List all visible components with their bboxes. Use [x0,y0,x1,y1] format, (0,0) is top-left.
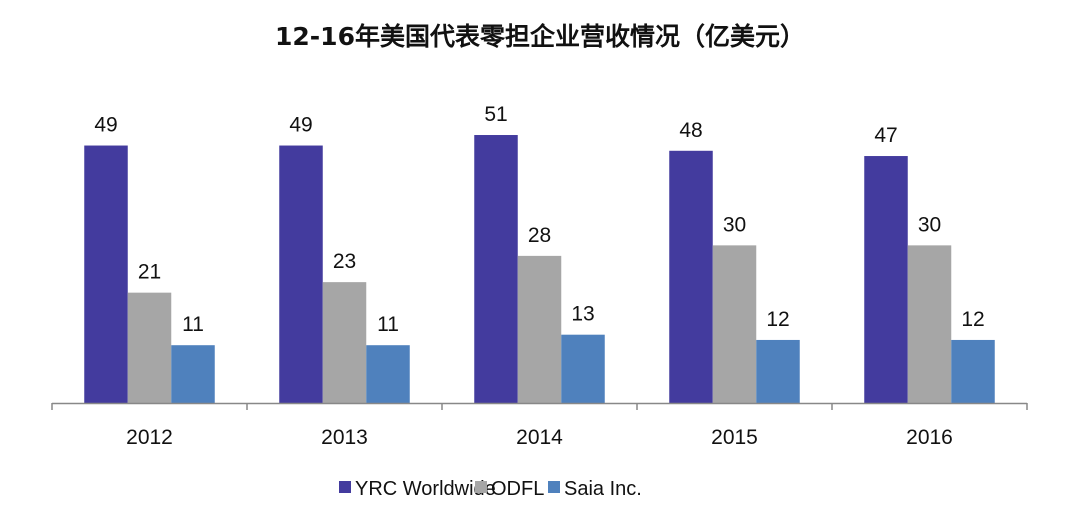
data-label: 28 [528,224,551,247]
chart-title: 12-16年美国代表零担企业营收情况（亿美元） [275,22,805,51]
bar-yrc-worldwide-2012 [84,145,128,403]
legend-label: Saia Inc. [564,478,642,500]
bar-saia-inc--2012 [171,345,215,403]
bar-saia-inc--2013 [366,345,410,403]
bar-saia-inc--2014 [561,334,605,403]
data-label: 13 [571,303,594,326]
data-label: 49 [94,114,117,137]
x-tick-label: 2015 [711,426,758,449]
data-label: 30 [918,213,941,236]
bar-saia-inc--2015 [756,339,800,403]
data-label: 12 [961,308,984,331]
bar-odfl-2012 [127,292,172,403]
bar-yrc-worldwide-2016 [864,156,908,403]
bar-odfl-2014 [517,255,562,403]
bar-saia-inc--2016 [951,339,995,403]
legend-swatch [475,481,487,493]
legend-label: ODFL [491,478,544,500]
bar-odfl-2015 [712,245,757,403]
bar-yrc-worldwide-2014 [474,135,518,403]
data-label: 51 [484,103,507,126]
x-tick-label: 2016 [906,426,953,449]
data-label: 47 [874,124,897,147]
data-label: 11 [182,313,204,336]
x-tick-label: 2014 [516,426,563,449]
data-label: 48 [679,119,702,142]
data-label: 12 [766,308,789,331]
legend-swatch [548,481,560,493]
bar-yrc-worldwide-2013 [279,145,323,403]
x-tick-label: 2013 [321,426,368,449]
data-label: 30 [723,213,746,236]
data-label: 23 [333,250,356,273]
bar-yrc-worldwide-2015 [669,150,713,403]
legend-label: YRC Worldwide [355,478,496,500]
data-label: 11 [377,313,399,336]
bar-odfl-2013 [322,282,367,403]
x-axis: 2012 2013 2014 2015 2016 [51,402,1028,449]
legend-swatch [339,481,351,493]
bars-layer: 49 49 51 48 47 21 23 28 30 30 11 11 13 12 12 [84,103,995,403]
bar-odfl-2016 [907,245,952,403]
data-label: 49 [289,114,312,137]
x-tick-label: 2012 [126,426,173,449]
data-label: 21 [138,261,161,284]
